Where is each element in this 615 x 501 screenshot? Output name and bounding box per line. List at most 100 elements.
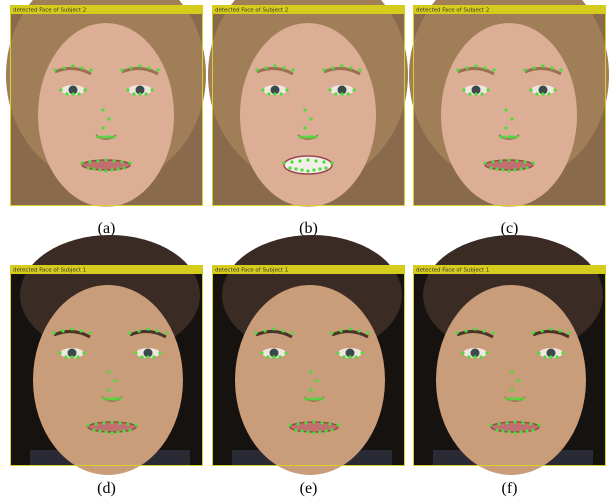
landmark	[104, 430, 107, 433]
landmark	[302, 135, 305, 138]
landmark	[108, 135, 111, 138]
landmark	[328, 88, 331, 91]
landmark	[467, 355, 470, 358]
landmark	[531, 331, 534, 334]
landmark	[531, 428, 534, 431]
landmark	[137, 329, 140, 332]
landmark	[92, 167, 95, 170]
landmark	[76, 355, 79, 358]
landmark	[128, 161, 131, 164]
face-panel: detected Face of Subject 2	[208, 0, 408, 207]
landmark	[272, 355, 275, 358]
landmark	[521, 421, 524, 424]
landmark	[521, 397, 524, 400]
landmark	[312, 420, 315, 423]
landmark	[260, 351, 263, 354]
landmark	[517, 397, 520, 400]
landmark	[558, 329, 561, 332]
panel-caption: (f)	[502, 480, 518, 497]
landmark	[281, 329, 284, 332]
landmark	[320, 397, 323, 400]
landmark	[314, 135, 317, 138]
landmark	[465, 66, 468, 69]
landmark	[146, 327, 149, 330]
landmark	[255, 68, 258, 71]
landmark	[519, 167, 522, 170]
landmark	[310, 135, 313, 138]
landmark	[304, 397, 307, 400]
landmark	[156, 68, 159, 71]
landmark	[300, 168, 303, 171]
face-panel: detected Face of Subject 2	[409, 0, 609, 207]
landmark	[150, 88, 153, 91]
landmark	[164, 331, 167, 334]
landmark	[71, 92, 74, 95]
landmark	[540, 329, 543, 332]
face	[240, 23, 376, 207]
landmark	[134, 351, 137, 354]
landmark	[529, 88, 532, 91]
landmark	[110, 397, 113, 400]
landmark	[288, 166, 291, 169]
landmark	[120, 68, 123, 71]
face	[38, 23, 174, 207]
landmark	[102, 421, 105, 424]
landmark	[263, 329, 266, 332]
landmark	[273, 92, 276, 95]
landmark	[312, 168, 315, 171]
landmark	[110, 168, 113, 171]
landmark	[479, 355, 482, 358]
landmark	[70, 327, 73, 330]
panel-caption: (b)	[299, 220, 318, 237]
landmark	[304, 421, 307, 424]
landmark	[360, 351, 363, 354]
panel-caption: (a)	[98, 220, 116, 237]
landmark	[354, 355, 357, 358]
landmark	[62, 66, 65, 69]
landmark	[306, 158, 309, 161]
landmark	[118, 397, 121, 400]
landmark	[510, 370, 513, 373]
landmark	[284, 351, 287, 354]
landmark	[553, 88, 556, 91]
landmark	[340, 92, 343, 95]
landmark	[314, 159, 317, 162]
landmark	[132, 92, 135, 95]
landmark	[497, 422, 500, 425]
landmark	[480, 92, 483, 95]
landmark	[334, 92, 337, 95]
landmark	[547, 92, 550, 95]
landmark	[59, 88, 62, 91]
landmark	[71, 64, 74, 67]
landmark	[298, 135, 301, 138]
landmark	[462, 88, 465, 91]
landmark	[110, 431, 113, 434]
panel-caption: (c)	[501, 220, 519, 237]
landmark	[532, 66, 535, 69]
landmark	[92, 428, 95, 431]
landmark	[503, 135, 506, 138]
landmark	[541, 92, 544, 95]
landmark	[126, 422, 129, 425]
landmark	[549, 327, 552, 330]
landmark	[96, 135, 99, 138]
landmark	[282, 161, 285, 164]
landmark	[98, 168, 101, 171]
landmark	[129, 66, 132, 69]
landmark	[291, 68, 294, 71]
landmark	[315, 379, 318, 382]
landmark	[106, 397, 109, 400]
landmark	[473, 327, 476, 330]
landmark	[499, 135, 502, 138]
landmark	[456, 68, 459, 71]
landmark	[128, 331, 131, 334]
landmark	[550, 66, 553, 69]
face	[235, 285, 385, 475]
landmark	[511, 135, 514, 138]
landmark	[306, 169, 309, 172]
panel-header: detected Face of Subject 2	[416, 8, 489, 14]
face	[436, 285, 586, 475]
landmark	[328, 422, 331, 425]
panel-header: detected Face of Subject 2	[215, 8, 288, 14]
landmark	[309, 117, 312, 120]
